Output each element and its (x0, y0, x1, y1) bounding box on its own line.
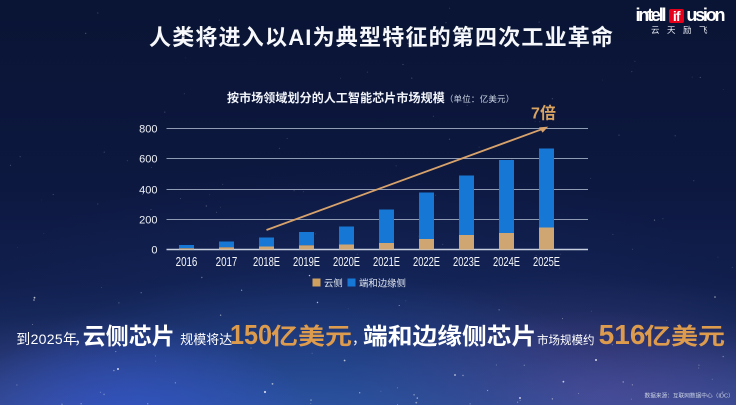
svg-text:2020E: 2020E (333, 255, 360, 269)
svg-text:400: 400 (139, 185, 157, 197)
svg-text:2025E: 2025E (533, 255, 560, 269)
svg-text:0: 0 (151, 245, 157, 257)
svg-text:200: 200 (139, 215, 157, 227)
svg-text:800: 800 (139, 124, 157, 136)
svg-text:2023E: 2023E (453, 255, 480, 269)
svg-text:2022E: 2022E (413, 255, 440, 269)
svg-text:云侧: 云侧 (324, 278, 343, 289)
svg-text:端和边缘侧: 端和边缘侧 (359, 278, 406, 289)
svg-text:2019E: 2019E (293, 255, 320, 269)
svg-text:2016: 2016 (176, 255, 198, 269)
svg-text:2017: 2017 (216, 255, 238, 269)
svg-text:2021E: 2021E (373, 255, 400, 269)
svg-text:600: 600 (139, 154, 157, 166)
svg-text:2018E: 2018E (253, 255, 280, 269)
svg-text:2024E: 2024E (493, 255, 520, 269)
svg-text:7倍: 7倍 (531, 104, 556, 123)
